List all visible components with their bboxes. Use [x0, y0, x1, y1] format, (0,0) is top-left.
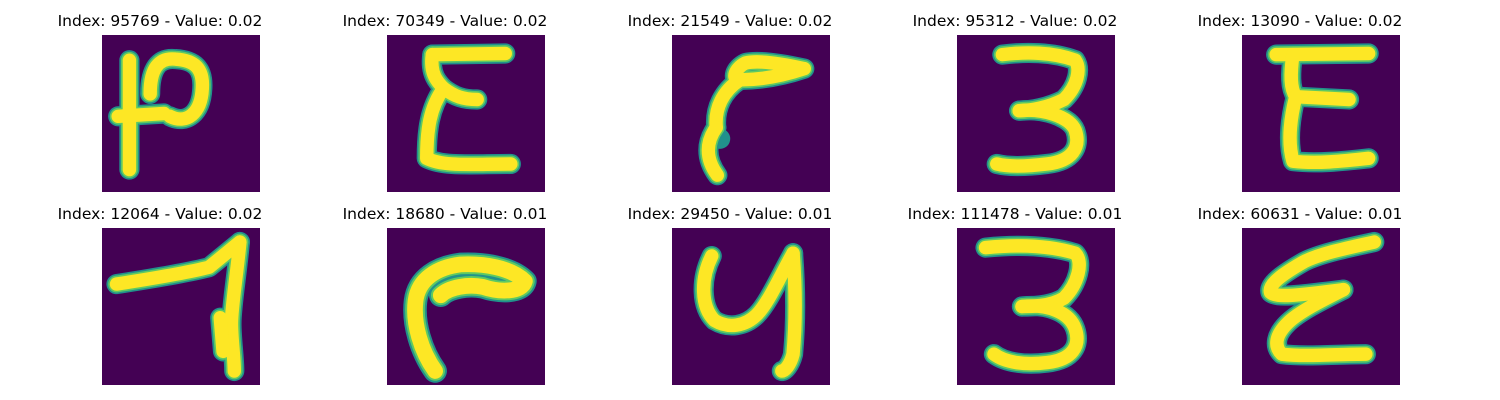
digit-image: [957, 228, 1115, 385]
panel-4: Index: 95312 - Value: 0.02: [855, 0, 1175, 192]
glyph-icon: [108, 48, 213, 180]
panel-7: Index: 18680 - Value: 0.01: [285, 193, 605, 385]
glyph-icon: [416, 43, 521, 175]
glyph-icon: [1266, 43, 1379, 173]
digit-image: [1242, 228, 1400, 385]
glyph-icon: [693, 243, 806, 382]
panel-title: Index: 95769 - Value: 0.02: [57, 12, 263, 30]
digit-image: [387, 35, 545, 192]
panel-title: Index: 111478 - Value: 0.01: [907, 205, 1123, 223]
glyph-icon: [1260, 231, 1385, 366]
digit-image: [387, 228, 545, 385]
glyph-icon: [106, 231, 250, 382]
glyph-icon: [403, 252, 537, 383]
panel-title: Index: 12064 - Value: 0.02: [57, 205, 263, 223]
panel-9: Index: 111478 - Value: 0.01: [855, 193, 1175, 385]
digit-image: [672, 35, 830, 192]
digit-image: [1242, 35, 1400, 192]
panel-title: Index: 95312 - Value: 0.02: [912, 12, 1118, 30]
panel-3: Index: 21549 - Value: 0.02: [570, 0, 890, 192]
panel-title: Index: 70349 - Value: 0.02: [342, 12, 548, 30]
digit-image: [102, 228, 260, 385]
digit-image: [672, 228, 830, 385]
glyph-icon: [698, 51, 815, 186]
panel-title: Index: 21549 - Value: 0.02: [627, 12, 833, 30]
glyph-icon: [986, 42, 1088, 177]
panel-title: Index: 29450 - Value: 0.01: [627, 205, 833, 223]
glyph-icon: [975, 235, 1090, 374]
panel-2: Index: 70349 - Value: 0.02: [285, 0, 605, 192]
panel-8: Index: 29450 - Value: 0.01: [570, 193, 890, 385]
digit-image: [102, 35, 260, 192]
panel-title: Index: 60631 - Value: 0.01: [1197, 205, 1403, 223]
panel-1: Index: 95769 - Value: 0.02: [0, 0, 320, 192]
panel-title: Index: 18680 - Value: 0.01: [342, 205, 548, 223]
panel-title: Index: 13090 - Value: 0.02: [1197, 12, 1403, 30]
panel-6: Index: 12064 - Value: 0.02: [0, 193, 320, 385]
digit-image: [957, 35, 1115, 192]
panel-10: Index: 60631 - Value: 0.01: [1140, 193, 1460, 385]
panel-5: Index: 13090 - Value: 0.02: [1140, 0, 1460, 192]
